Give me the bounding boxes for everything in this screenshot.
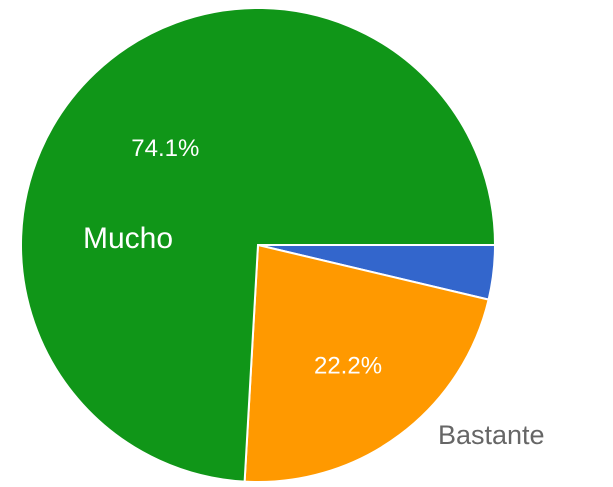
slice-percent-label: 22.2% bbox=[314, 352, 382, 379]
slice-percent-label: 74.1% bbox=[131, 135, 199, 162]
slice-name-label: Bastante bbox=[438, 420, 545, 450]
pie-slice bbox=[20, 7, 497, 483]
slice-name-label: Mucho bbox=[83, 222, 173, 255]
pie-slice bbox=[243, 243, 490, 483]
